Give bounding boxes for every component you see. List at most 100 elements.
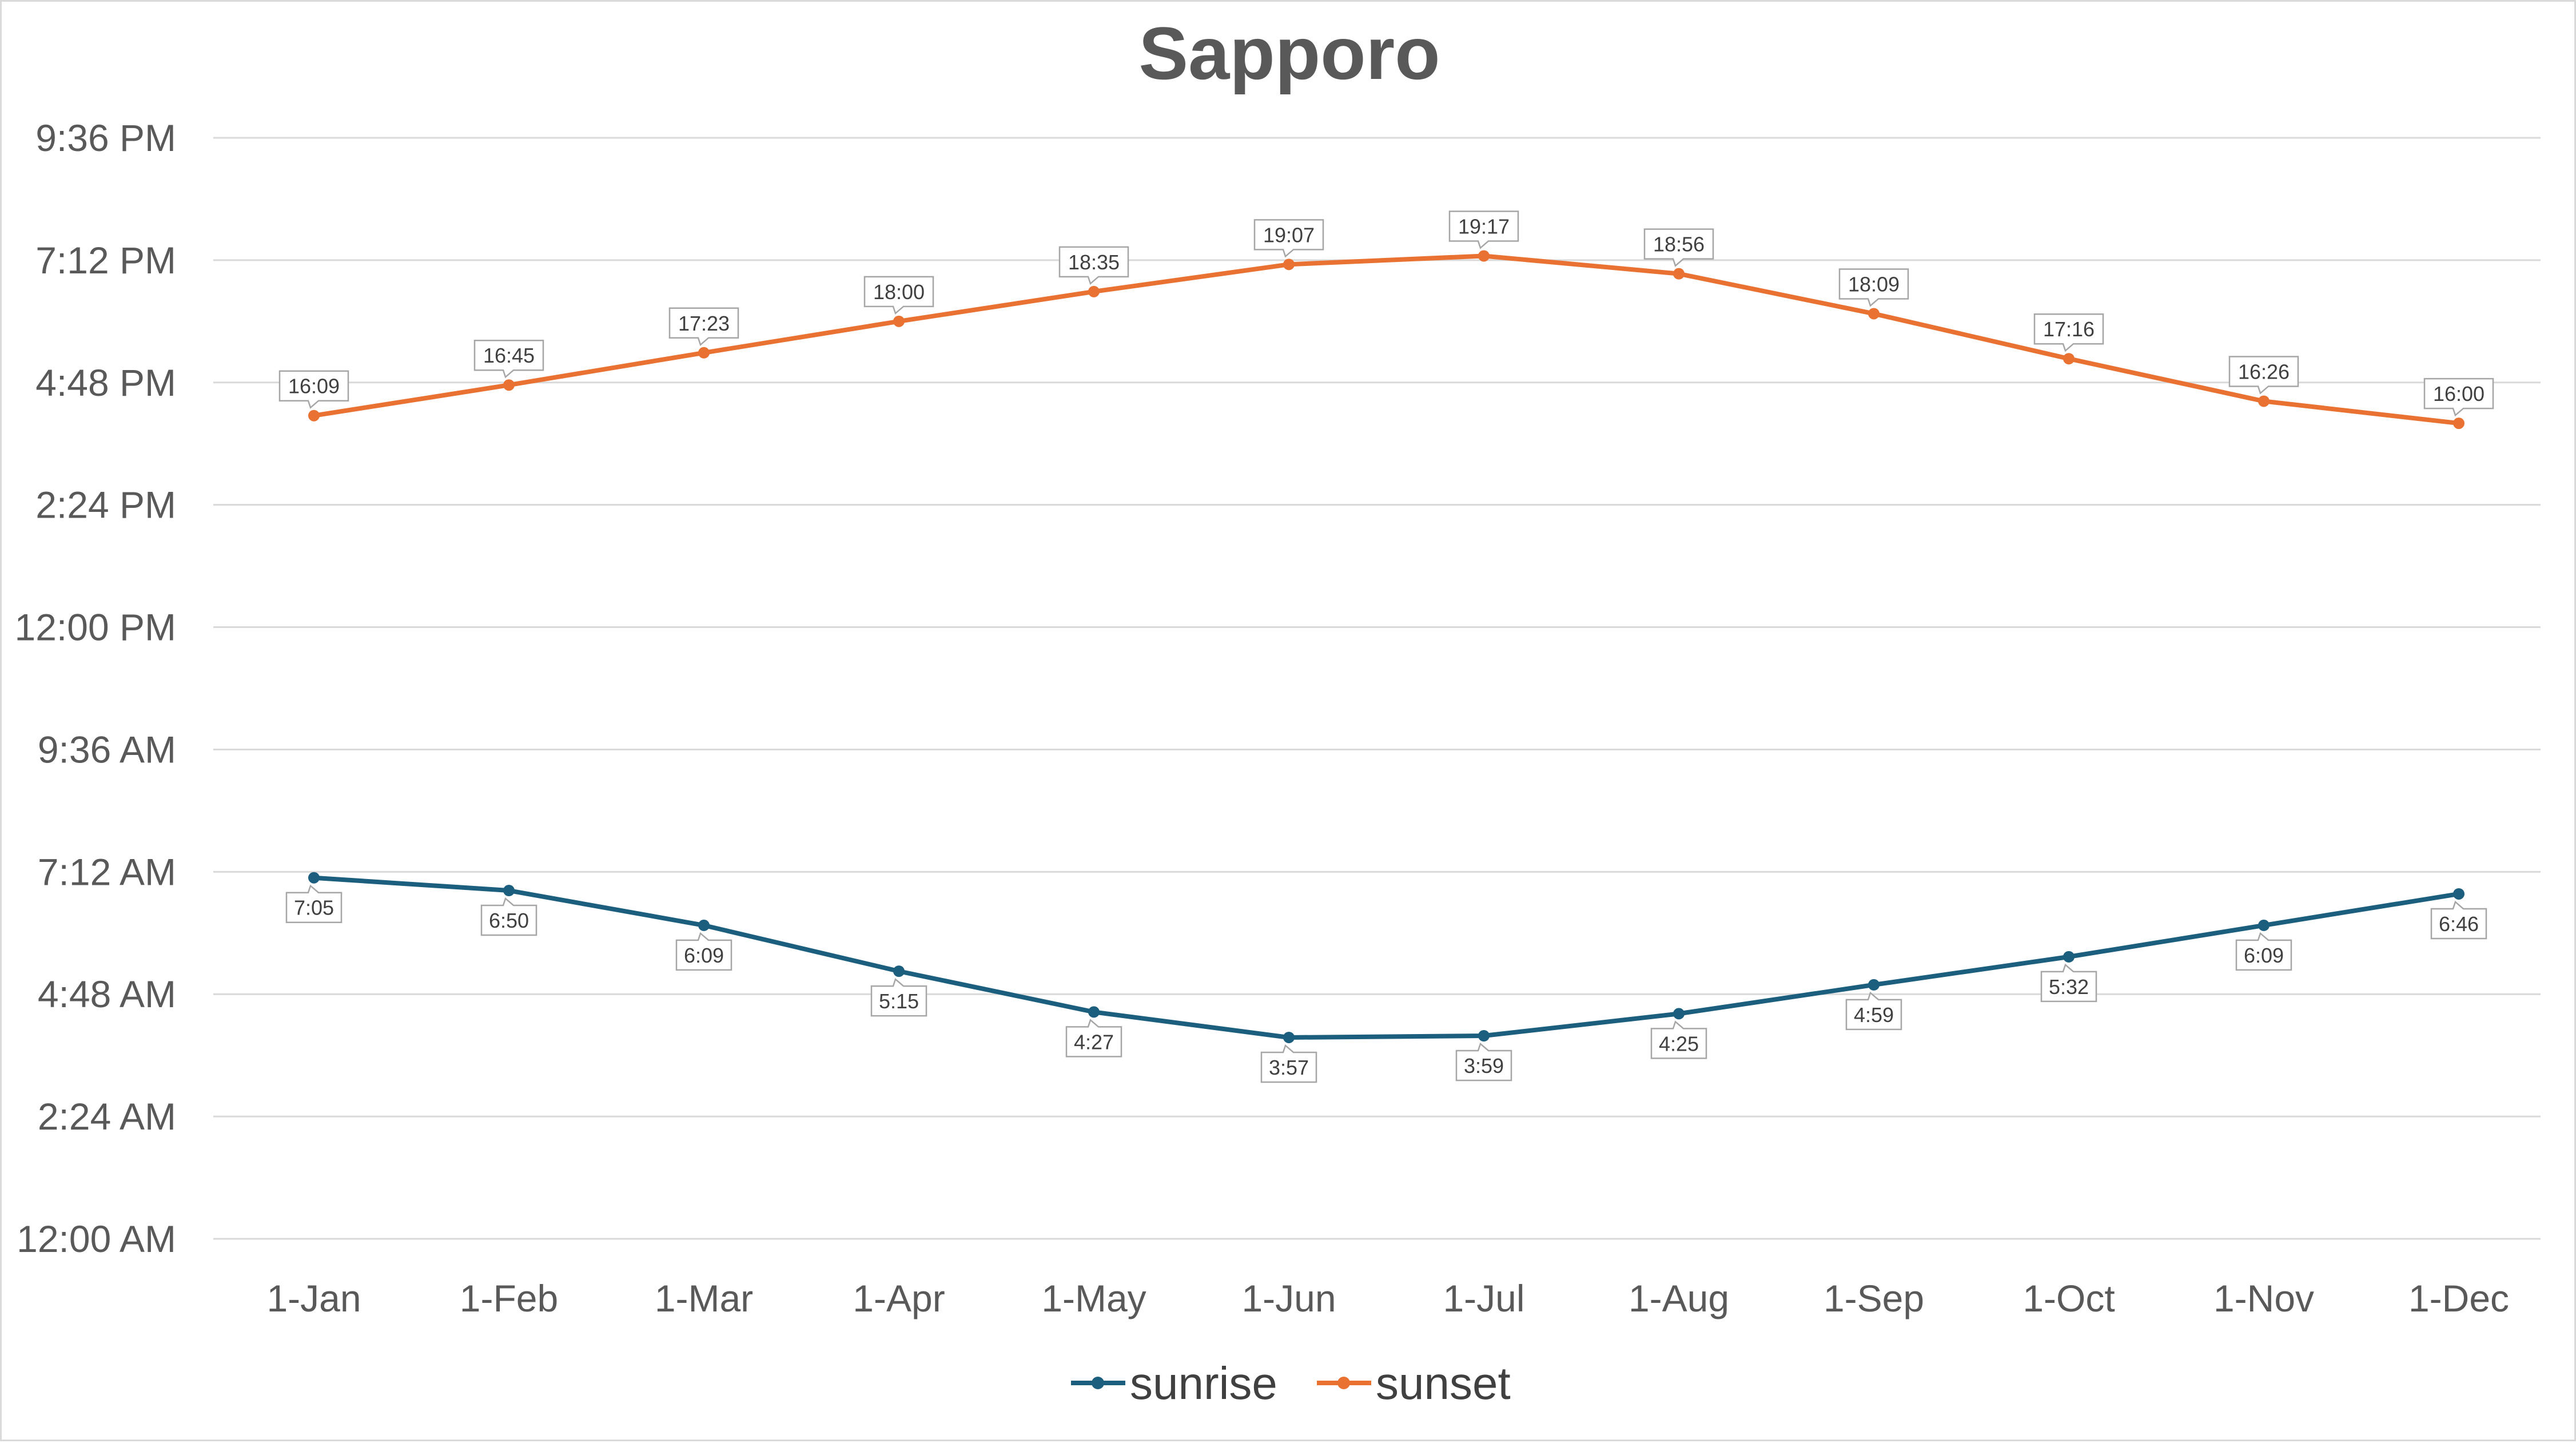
data-label-callout (668, 307, 739, 346)
sunrise-data-label: 6:09 (675, 932, 732, 971)
data-label-text: 5:15 (879, 989, 919, 1013)
sunrise-point (1088, 1006, 1100, 1018)
sunrise-data-label: 3:59 (1455, 1042, 1512, 1082)
data-label-text: 4:27 (1074, 1030, 1114, 1054)
data-label-text: 18:35 (1068, 251, 1120, 274)
data-label-text: 5:32 (2049, 975, 2089, 999)
sunset-point (503, 379, 515, 391)
sunrise-data-label: 3:57 (1260, 1044, 1317, 1083)
data-label-text: 19:07 (1263, 223, 1315, 247)
x-tick-label: 1-Apr (853, 1277, 945, 1319)
legend: sunrise sunset (1071, 1358, 1511, 1409)
sunset-data-label: 18:09 (1838, 268, 1909, 307)
data-label-text: 17:16 (2043, 317, 2095, 341)
chart-title: Sapporo (1138, 11, 1440, 95)
data-label-callout (2228, 356, 2299, 395)
data-label-text: 6:09 (2244, 944, 2284, 967)
sunset-data-label: 18:00 (863, 276, 934, 315)
data-label-callout (1643, 228, 1714, 267)
series-sunrise (308, 872, 2464, 1043)
series-lines (308, 250, 2464, 1043)
series-sunset (308, 250, 2464, 430)
data-label-text: 3:59 (1464, 1054, 1504, 1078)
y-tick-label: 12:00 PM (15, 606, 177, 649)
data-label-text: 16:09 (288, 375, 340, 398)
x-tick-label: 1-Mar (655, 1277, 753, 1319)
legend-label: sunset (1376, 1358, 1511, 1409)
data-label-callout (1448, 210, 1519, 249)
sunrise-data-label: 4:25 (1650, 1020, 1707, 1059)
data-label-callout (1650, 1020, 1707, 1059)
data-label-text: 4:25 (1659, 1032, 1699, 1055)
sunrise-point (893, 965, 905, 977)
data-label-callout (1058, 246, 1129, 285)
y-tick-label: 4:48 PM (35, 361, 176, 404)
sunrise-data-label: 5:15 (870, 977, 927, 1017)
data-label-callout (480, 897, 538, 936)
sunset-data-label: 17:23 (668, 307, 739, 346)
data-label-callout (2033, 313, 2104, 352)
sunset-data-label: 17:16 (2033, 313, 2104, 352)
sunrise-point (2258, 919, 2270, 931)
sunset-point (2258, 395, 2270, 407)
data-label-callout (278, 370, 349, 409)
y-tick-label: 9:36 PM (35, 117, 176, 159)
data-label-callout (870, 977, 927, 1017)
x-tick-label: 1-Feb (460, 1277, 558, 1319)
sunrise-data-label: 7:05 (285, 884, 343, 923)
sunrise-data-label: 4:27 (1065, 1019, 1122, 1058)
sunset-point (698, 347, 710, 359)
sunset-point (893, 315, 905, 327)
x-tick-label: 1-Jan (266, 1277, 361, 1319)
sunrise-point (308, 872, 320, 884)
y-tick-label: 2:24 AM (38, 1095, 176, 1138)
x-tick-label: 1-Jun (1241, 1277, 1336, 1319)
data-label-callout (2423, 377, 2494, 417)
x-tick-label: 1-Jul (1443, 1277, 1524, 1319)
sunset-point (2453, 418, 2464, 430)
sunset-data-label: 16:09 (278, 370, 349, 409)
sunrise-point (2453, 888, 2464, 900)
y-axis-tick-labels: 12:00 AM 2:24 AM 4:48 AM 7:12 AM 9:36 AM 12:0… (15, 117, 177, 1260)
sunrise-point (1283, 1031, 1295, 1043)
data-label-text: 16:26 (2238, 360, 2290, 383)
data-label-callout (1455, 1042, 1512, 1082)
data-label-text: 16:00 (2433, 382, 2485, 406)
y-tick-label: 9:36 AM (38, 728, 176, 770)
sunset-data-label: 19:07 (1253, 219, 1324, 258)
data-label-callout (863, 276, 934, 315)
sunset-point (1088, 285, 1100, 297)
sunrise-data-label: 4:59 (1845, 991, 1902, 1031)
data-label-text: 17:23 (678, 312, 730, 335)
x-tick-label: 1-Dec (2408, 1277, 2509, 1319)
data-label-text: 18:56 (1653, 233, 1705, 256)
y-tick-label: 2:24 PM (35, 484, 176, 526)
data-label-text: 6:50 (489, 909, 529, 932)
sunrise-point (1478, 1030, 1490, 1042)
data-label-callout (1260, 1044, 1317, 1083)
sunrise-point (698, 919, 710, 931)
sunrise-point (1673, 1008, 1685, 1020)
data-label-text: 18:09 (1848, 272, 1900, 296)
sunset-line (313, 253, 2459, 426)
sunrise-point (2063, 951, 2075, 963)
sunset-point (308, 410, 320, 422)
sunrise-point (1868, 979, 1880, 991)
legend-item-sunrise: sunrise (1071, 1358, 1277, 1409)
sunset-point (1868, 308, 1880, 320)
data-label-callout (473, 339, 544, 379)
sunset-point (1673, 268, 1685, 280)
y-tick-label: 7:12 AM (38, 850, 176, 893)
data-label-callout (1838, 268, 1909, 307)
x-tick-label: 1-Sep (1823, 1277, 1924, 1319)
sunset-point (1283, 259, 1295, 271)
data-label-text: 16:45 (483, 344, 535, 367)
sunset-data-label: 18:35 (1058, 246, 1129, 285)
x-tick-label: 1-Oct (2022, 1277, 2115, 1319)
data-label-callout (285, 884, 343, 923)
y-tick-label: 7:12 PM (35, 239, 176, 281)
data-label-callout (1065, 1019, 1122, 1058)
data-label-text: 19:17 (1458, 214, 1510, 238)
data-label-callout (2235, 932, 2292, 971)
